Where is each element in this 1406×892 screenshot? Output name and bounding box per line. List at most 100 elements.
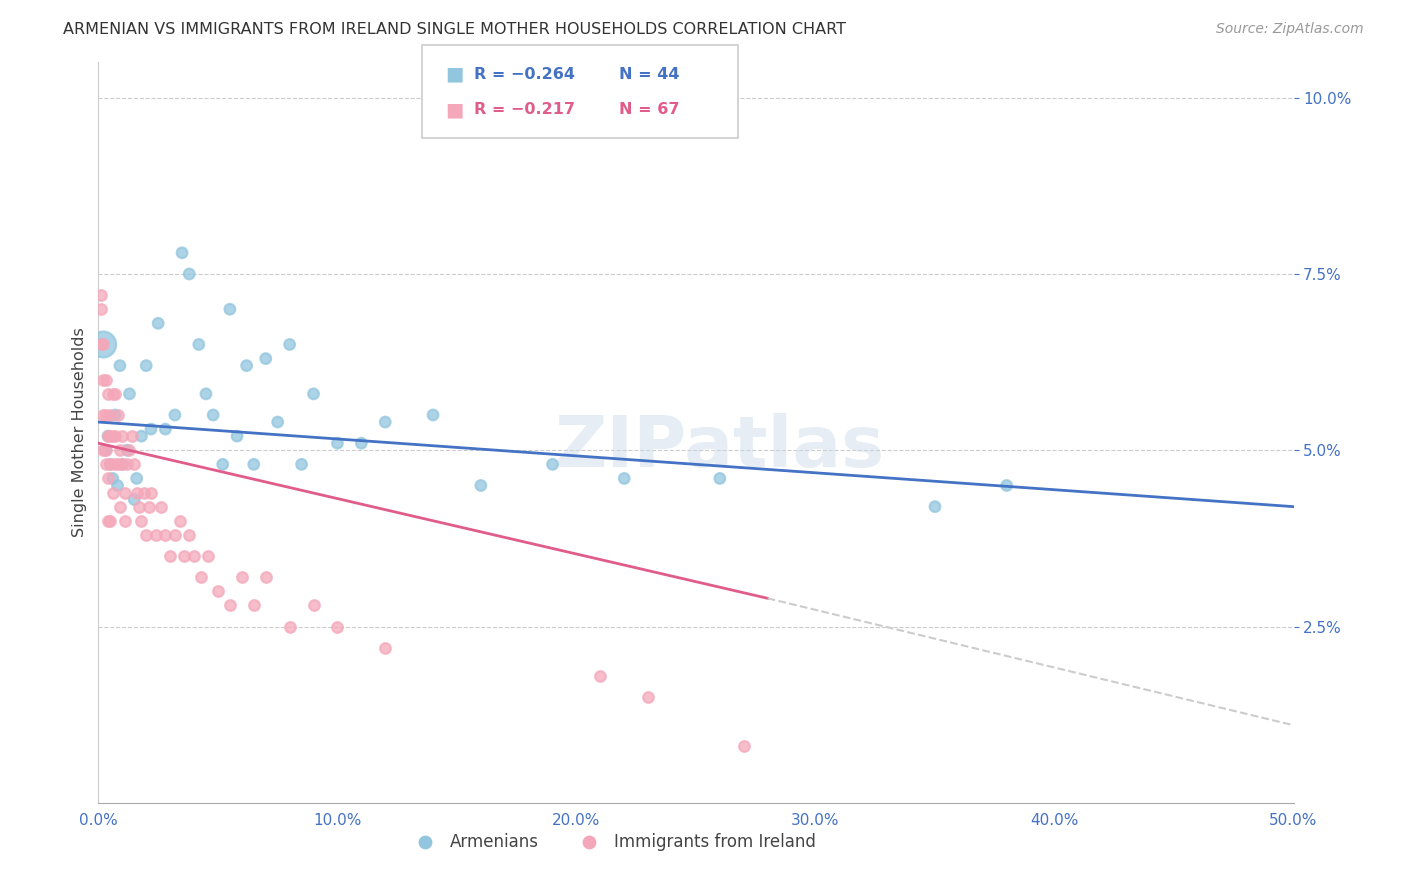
Text: ■: ■ [446, 100, 464, 120]
Point [138, 500, 160, 514]
Point [114, 485, 136, 500]
Point [155, 422, 177, 436]
Point [163, 528, 186, 542]
Legend: Armenians, Immigrants from Ireland: Armenians, Immigrants from Ireland [402, 826, 823, 857]
Point [107, 478, 129, 492]
Point [115, 443, 138, 458]
Point [91, 337, 114, 351]
Point [219, 302, 242, 317]
Point [195, 387, 218, 401]
Point [172, 245, 194, 260]
Point [101, 387, 124, 401]
Point [98, 429, 122, 443]
Point [183, 549, 205, 563]
Point [219, 599, 242, 613]
Text: N = 44: N = 44 [619, 67, 679, 81]
Point [94, 443, 117, 458]
Point [924, 500, 946, 514]
Point [90, 337, 112, 351]
Point [278, 337, 301, 351]
Point [254, 570, 277, 584]
Point [179, 267, 201, 281]
Point [197, 549, 219, 563]
Point [94, 458, 117, 472]
Point [207, 584, 229, 599]
Point [169, 514, 191, 528]
Point [243, 599, 266, 613]
Point [98, 458, 122, 472]
Point [190, 570, 212, 584]
Point [91, 337, 114, 351]
Point [118, 387, 141, 401]
Point [135, 359, 157, 373]
Point [111, 429, 134, 443]
Point [90, 302, 112, 317]
Point [98, 408, 122, 422]
Point [125, 485, 148, 500]
Point [98, 514, 122, 528]
Point [94, 443, 117, 458]
Point [94, 373, 117, 387]
Point [613, 471, 636, 485]
Point [125, 471, 148, 485]
Point [128, 500, 150, 514]
Point [139, 485, 162, 500]
Point [121, 429, 143, 443]
Point [235, 359, 257, 373]
Point [104, 387, 127, 401]
Point [155, 528, 177, 542]
Point [91, 443, 114, 458]
Point [243, 458, 266, 472]
Y-axis label: Single Mother Households: Single Mother Households [72, 327, 87, 538]
Point [98, 458, 122, 472]
Point [108, 500, 131, 514]
Point [124, 492, 146, 507]
Text: ZIPatlas: ZIPatlas [555, 413, 884, 482]
Point [104, 408, 127, 422]
Point [326, 436, 349, 450]
Text: ■: ■ [446, 64, 464, 84]
Point [111, 458, 134, 472]
Point [278, 619, 301, 633]
Point [104, 429, 127, 443]
Point [101, 471, 124, 485]
Point [131, 514, 153, 528]
Text: ARMENIAN VS IMMIGRANTS FROM IRELAND SINGLE MOTHER HOUSEHOLDS CORRELATION CHART: ARMENIAN VS IMMIGRANTS FROM IRELAND SING… [63, 22, 846, 37]
Point [173, 549, 195, 563]
Point [97, 514, 120, 528]
Point [139, 422, 162, 436]
Point [132, 485, 155, 500]
Point [163, 408, 186, 422]
Point [302, 599, 325, 613]
Point [202, 408, 225, 422]
Point [149, 500, 172, 514]
Point [187, 337, 209, 351]
Point [97, 429, 120, 443]
Point [231, 570, 253, 584]
Point [101, 485, 124, 500]
Point [104, 458, 127, 472]
Point [541, 458, 564, 472]
Point [91, 408, 114, 422]
Point [91, 373, 114, 387]
Point [97, 429, 120, 443]
Point [733, 739, 755, 754]
Point [326, 619, 349, 633]
Text: R = −0.264: R = −0.264 [474, 67, 575, 81]
Point [94, 408, 117, 422]
Point [350, 436, 373, 450]
Point [131, 429, 153, 443]
Point [111, 458, 134, 472]
Point [90, 288, 112, 302]
Point [470, 478, 492, 492]
Point [115, 458, 138, 472]
Point [374, 640, 396, 655]
Text: R = −0.217: R = −0.217 [474, 103, 575, 117]
Point [97, 387, 120, 401]
Point [108, 443, 131, 458]
Point [124, 458, 146, 472]
Point [226, 429, 249, 443]
Point [254, 351, 277, 366]
Point [179, 528, 201, 542]
Point [422, 408, 444, 422]
